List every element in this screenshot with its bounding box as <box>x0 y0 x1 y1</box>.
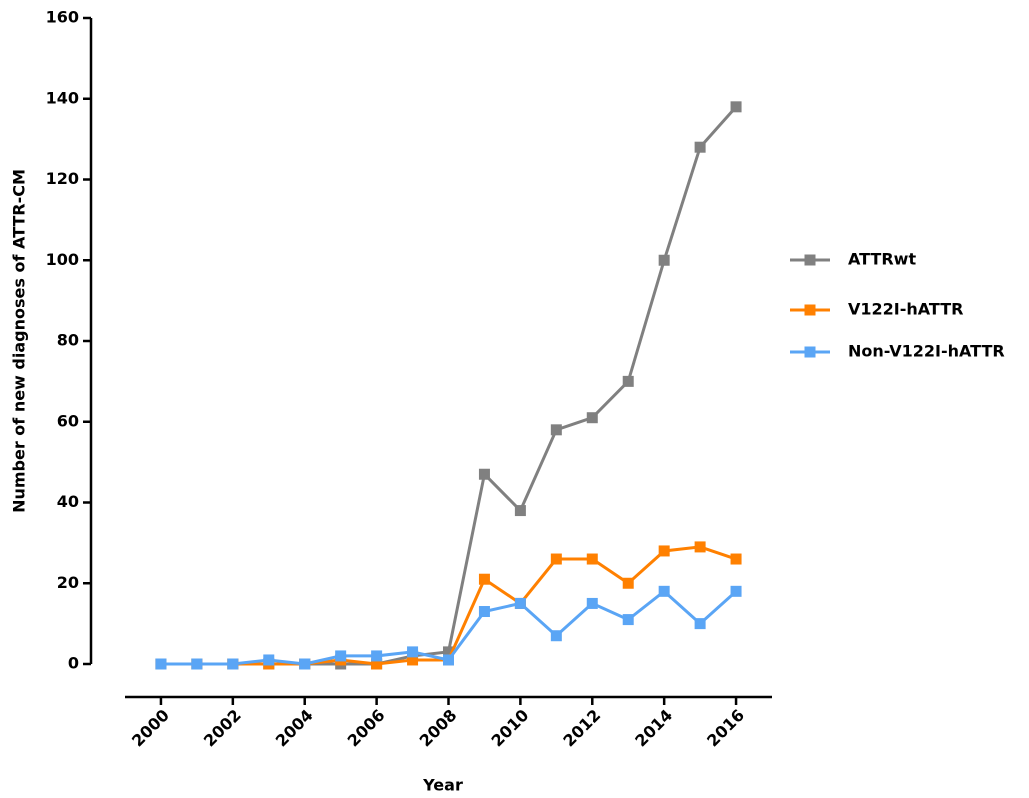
point <box>730 585 742 597</box>
point <box>335 650 347 662</box>
x-tick-label: 2012 <box>559 706 604 751</box>
y-tick-label: 20 <box>57 573 79 592</box>
x-tick-label: 2002 <box>200 706 245 751</box>
legend-marker <box>804 346 816 358</box>
point <box>658 545 670 557</box>
x-tick-label: 2016 <box>703 706 748 751</box>
y-tick-label: 40 <box>57 492 79 511</box>
legend-marker <box>804 254 816 266</box>
point <box>478 606 490 618</box>
point <box>514 597 526 609</box>
x-axis-label: Year <box>422 776 463 795</box>
y-tick-label: 100 <box>46 250 79 269</box>
x-tick-label: 2008 <box>416 706 461 751</box>
point <box>478 573 490 585</box>
point <box>694 141 706 153</box>
point <box>694 618 706 630</box>
y-tick-label: 160 <box>46 8 79 27</box>
point <box>227 658 239 670</box>
x-tick-label: 2014 <box>631 706 676 751</box>
legend-label: V122I-hATTR <box>848 300 963 319</box>
point <box>299 658 311 670</box>
point <box>514 505 526 517</box>
point <box>658 254 670 266</box>
x-tick-label: 2010 <box>487 706 532 751</box>
point <box>730 553 742 565</box>
y-tick-label: 120 <box>46 169 79 188</box>
point <box>586 553 598 565</box>
series-line <box>160 105 738 666</box>
point <box>622 375 634 387</box>
y-tick-label: 60 <box>57 411 79 430</box>
point <box>550 630 562 642</box>
y-tick-label: 0 <box>68 654 79 673</box>
point <box>586 412 598 424</box>
y-tick-label: 140 <box>46 88 79 107</box>
legend-label: ATTRwt <box>848 250 916 269</box>
point <box>191 658 203 670</box>
point <box>407 654 419 666</box>
point <box>155 658 167 670</box>
point <box>622 577 634 589</box>
point <box>407 646 419 658</box>
point <box>371 658 383 670</box>
point <box>694 541 706 553</box>
point <box>371 650 383 662</box>
y-tick-label: 80 <box>57 331 79 350</box>
legend-marker <box>804 304 816 316</box>
point <box>622 614 634 626</box>
y-axis-label: Number of new diagnoses of ATTR-CM <box>10 169 29 513</box>
point <box>443 646 454 658</box>
x-tick-label: 2004 <box>272 706 317 751</box>
x-tick-label: 2000 <box>128 706 173 751</box>
point <box>658 585 670 597</box>
point <box>443 654 454 666</box>
point <box>263 654 275 666</box>
point <box>730 101 742 113</box>
legend-label: Non-V122I-hATTR <box>848 342 1005 361</box>
point <box>478 468 490 480</box>
x-tick-label: 2006 <box>344 706 389 751</box>
point <box>550 553 562 565</box>
point <box>586 597 598 609</box>
point <box>550 424 562 436</box>
